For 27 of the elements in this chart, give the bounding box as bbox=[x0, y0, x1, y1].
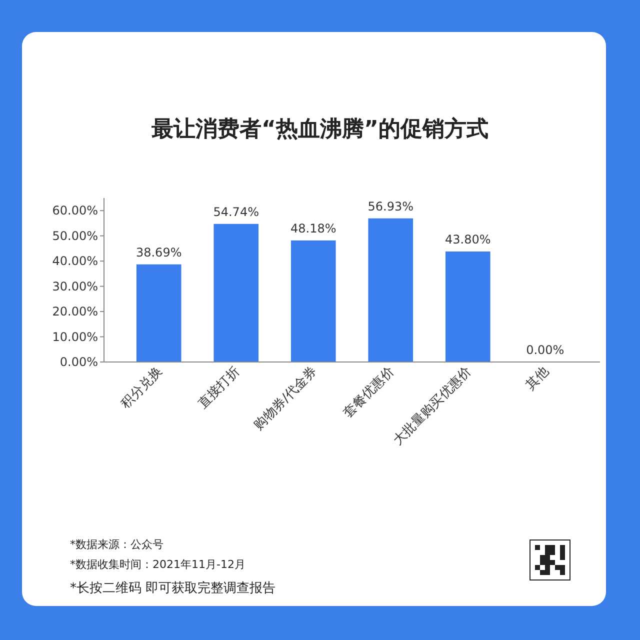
data-label: 43.80% bbox=[445, 232, 491, 246]
bar bbox=[290, 240, 336, 362]
data-label: 54.74% bbox=[213, 204, 259, 219]
y-tick-label: 10.00% bbox=[52, 330, 98, 344]
y-tick-label: 60.00% bbox=[52, 204, 98, 218]
x-tick-label: 直接打折 bbox=[196, 364, 243, 412]
bar bbox=[445, 251, 490, 362]
y-tick-label: 40.00% bbox=[52, 254, 98, 268]
data-label: 38.69% bbox=[136, 245, 182, 260]
data-label: 0.00% bbox=[526, 343, 564, 357]
y-tick-label: 30.00% bbox=[52, 279, 98, 294]
x-tick-label: 套餐优惠价 bbox=[340, 364, 398, 421]
x-tick-label: 其他 bbox=[522, 364, 552, 394]
bar bbox=[368, 218, 414, 362]
x-tick-label: 积分兑换 bbox=[118, 364, 166, 412]
chart-title: 最让消费者“热血沸腾”的促销方式 bbox=[150, 116, 488, 142]
bar bbox=[136, 264, 182, 362]
text: *数据收集时间：2021年11月-12月 bbox=[70, 558, 246, 571]
y-tick-label: 50.00% bbox=[52, 228, 98, 243]
text: *数据来源：公众号 bbox=[70, 538, 164, 551]
y-tick-label: 20.00% bbox=[52, 304, 98, 319]
x-tick-label: 购物券/代金券 bbox=[251, 364, 320, 434]
data-label: 56.93% bbox=[368, 199, 414, 214]
text: *长按二维码 即可获取完整调查报告 bbox=[70, 580, 276, 596]
bar bbox=[214, 224, 259, 362]
y-tick-label: 0.00% bbox=[60, 355, 98, 369]
data-label: 48.18% bbox=[290, 221, 336, 236]
